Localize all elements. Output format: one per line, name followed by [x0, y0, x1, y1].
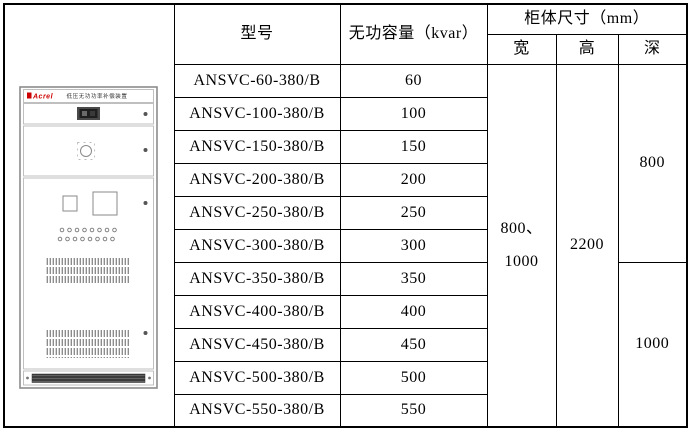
model-cell: ANSVC-100-380/B [173, 96, 341, 131]
capacity-cell: 350 [339, 261, 488, 296]
cabinet-image-cell: Acrel 低压无功功率补偿装置 [3, 3, 175, 428]
model-cell: ANSVC-500-380/B [173, 360, 341, 395]
model-cell: ANSVC-350-380/B [173, 261, 341, 296]
capacity-cell: 550 [339, 393, 488, 428]
model-cell: ANSVC-450-380/B [173, 327, 341, 362]
header-height: 高 [555, 33, 619, 65]
bottom-vent-band [32, 373, 146, 383]
acrel-logo: Acrel [32, 93, 54, 100]
header-depth: 深 [617, 33, 688, 65]
table-row: ANSVC-350-380/B 350 1000 [4, 261, 688, 428]
header-model: 型号 [173, 3, 341, 65]
large-window-icon [92, 191, 118, 216]
capacity-cell: 400 [339, 294, 488, 329]
table-row: ANSVC-250-380/B 250 [4, 195, 687, 230]
small-window-icon [62, 195, 78, 212]
model-cell: ANSVC-400-380/B [173, 294, 341, 329]
table-row: ANSVC-60-380/B 60 800、 1000 2200 800 [4, 63, 688, 428]
capacity-cell: 500 [339, 360, 488, 395]
depth-value-bottom-cell: 1000 [617, 261, 688, 428]
screw-dot [143, 111, 148, 116]
capacity-cell: 60 [339, 63, 488, 98]
table-row: ANSVC-300-380/B 300 [4, 228, 687, 263]
width-value-cell: 800、 1000 [486, 63, 557, 428]
header-cabinet-size: 柜体尺寸（mm） [486, 3, 688, 35]
width-value-line2: 1000 [504, 253, 539, 271]
model-cell: ANSVC-200-380/B [173, 162, 341, 197]
table-row: ANSVC-550-380/B 550 [4, 393, 687, 428]
brand-strip [23, 88, 155, 103]
model-cell: ANSVC-300-380/B [173, 228, 341, 263]
screw-dot [143, 330, 148, 335]
screw-dot [143, 147, 148, 152]
model-cell: ANSVC-150-380/B [173, 129, 341, 164]
capacity-cell: 450 [339, 327, 488, 362]
vent-grille-lower [46, 328, 131, 358]
capacity-cell: 250 [339, 195, 488, 230]
height-value-cell: 2200 [555, 63, 619, 428]
model-cell: ANSVC-550-380/B [173, 393, 341, 428]
cabinet-front-image: Acrel 低压无功功率补偿装置 [19, 85, 159, 395]
table-row: ANSVC-450-380/B 450 [4, 327, 687, 362]
table-row: ANSVC-100-380/B 100 [4, 96, 687, 131]
spec-table: Acrel 低压无功功率补偿装置 [3, 3, 688, 428]
depth-value-top-cell: 800 [617, 63, 688, 263]
table-row: ANSVC-200-380/B 200 [4, 162, 687, 197]
capacity-cell: 200 [339, 162, 488, 197]
capacity-cell: 300 [339, 228, 488, 263]
header-width: 宽 [486, 33, 557, 65]
screw-dot [148, 376, 152, 380]
indicator-dots [58, 227, 117, 241]
capacity-cell: 150 [339, 129, 488, 164]
header-capacity: 无功容量（kvar） [339, 3, 488, 65]
width-value-line1: 800、 [500, 220, 543, 238]
capacity-cell: 100 [339, 96, 488, 131]
screw-dot [26, 376, 30, 380]
vent-grille-upper [46, 255, 131, 283]
model-cell: ANSVC-60-380/B [173, 63, 341, 98]
panel-label: 低压无功功率补偿装置 [67, 92, 128, 100]
table-row: ANSVC-500-380/B 500 [4, 360, 687, 395]
acrel-logo-mark [27, 92, 32, 99]
screw-dot [143, 200, 148, 205]
model-cell: ANSVC-250-380/B [173, 195, 341, 230]
indicator-knob-icon [80, 144, 93, 157]
knob-guide-marks [77, 141, 96, 160]
panel-2 [23, 125, 155, 177]
